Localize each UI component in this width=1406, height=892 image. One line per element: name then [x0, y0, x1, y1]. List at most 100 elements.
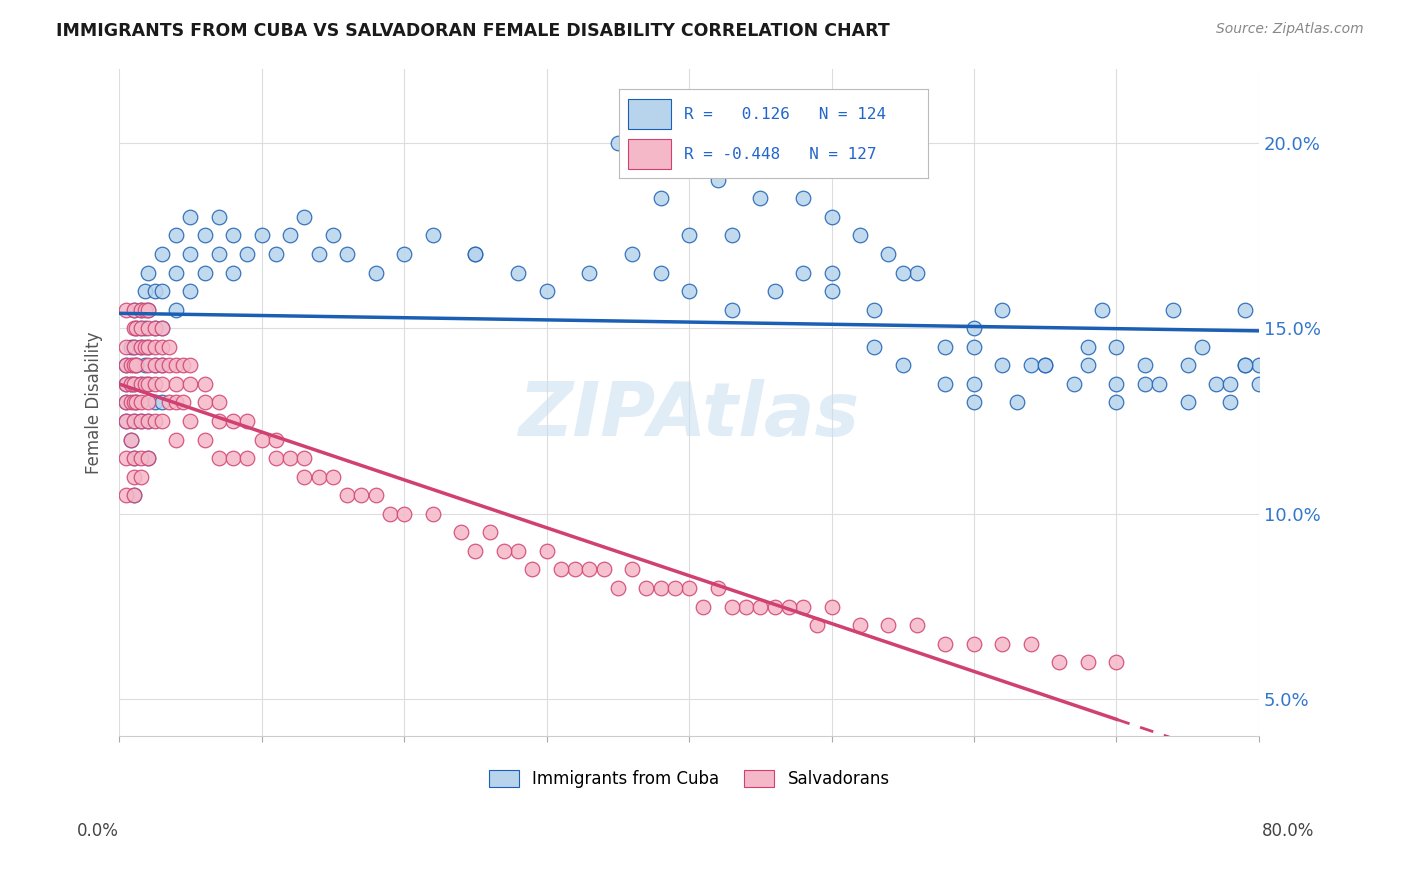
Point [322, 228, 344, 243]
Point [1205, 376, 1227, 391]
Point [294, 210, 316, 224]
Point [165, 359, 187, 373]
Point [115, 395, 138, 409]
Point [364, 266, 387, 280]
Point [150, 414, 173, 428]
Point [606, 136, 628, 150]
Point [134, 376, 156, 391]
Point [1105, 395, 1128, 409]
Point [236, 247, 259, 261]
Point [134, 284, 156, 298]
Point [136, 302, 159, 317]
Point [322, 469, 344, 483]
Point [129, 340, 152, 354]
Point [125, 321, 148, 335]
Point [934, 637, 956, 651]
Point [1133, 359, 1156, 373]
Text: 80.0%: 80.0% [1263, 822, 1315, 840]
Point [208, 451, 231, 466]
Point [129, 395, 152, 409]
Point [122, 340, 145, 354]
Point [222, 228, 245, 243]
Point [763, 284, 786, 298]
Point [122, 488, 145, 502]
Point [136, 321, 159, 335]
Point [350, 488, 373, 502]
Point [606, 581, 628, 595]
Point [134, 302, 156, 317]
Point [891, 266, 914, 280]
Point [250, 228, 273, 243]
Point [378, 507, 401, 521]
Point [650, 191, 672, 205]
Point [422, 228, 444, 243]
Point [129, 414, 152, 428]
Point [136, 414, 159, 428]
Point [308, 469, 330, 483]
Point [1247, 359, 1270, 373]
Point [464, 247, 486, 261]
Point [115, 414, 138, 428]
Point [125, 395, 148, 409]
Point [1019, 637, 1042, 651]
Point [122, 302, 145, 317]
Point [208, 210, 231, 224]
Point [150, 359, 173, 373]
Point [172, 395, 194, 409]
Point [129, 302, 152, 317]
Point [934, 376, 956, 391]
Point [621, 247, 644, 261]
Point [849, 228, 872, 243]
Point [194, 376, 217, 391]
Point [179, 359, 201, 373]
Point [122, 376, 145, 391]
Point [136, 451, 159, 466]
Point [664, 581, 686, 595]
Point [136, 302, 159, 317]
Point [720, 599, 742, 614]
Point [136, 340, 159, 354]
Point [392, 247, 415, 261]
Point [692, 599, 714, 614]
Point [129, 321, 152, 335]
Point [122, 376, 145, 391]
Point [122, 488, 145, 502]
Point [115, 395, 138, 409]
Point [1091, 302, 1114, 317]
Point [250, 433, 273, 447]
Point [143, 340, 166, 354]
Point [792, 191, 814, 205]
Point [1163, 302, 1185, 317]
Point [636, 581, 658, 595]
Text: Source: ZipAtlas.com: Source: ZipAtlas.com [1216, 22, 1364, 37]
Point [1191, 340, 1213, 354]
Point [522, 562, 544, 576]
Point [165, 433, 187, 447]
Point [464, 544, 486, 558]
Point [222, 451, 245, 466]
Point [143, 376, 166, 391]
Point [150, 395, 173, 409]
Point [1077, 359, 1099, 373]
Point [508, 266, 530, 280]
Point [236, 451, 259, 466]
Point [136, 451, 159, 466]
Point [120, 359, 142, 373]
Point [120, 433, 142, 447]
Point [179, 210, 201, 224]
Point [392, 507, 415, 521]
Point [120, 433, 142, 447]
Point [1077, 340, 1099, 354]
Point [735, 599, 758, 614]
Point [294, 451, 316, 466]
Point [136, 340, 159, 354]
Point [120, 376, 142, 391]
Point [236, 414, 259, 428]
Point [122, 414, 145, 428]
Point [115, 359, 138, 373]
Point [450, 525, 472, 540]
Point [1077, 655, 1099, 669]
Point [706, 581, 728, 595]
Point [150, 340, 173, 354]
Point [278, 228, 301, 243]
